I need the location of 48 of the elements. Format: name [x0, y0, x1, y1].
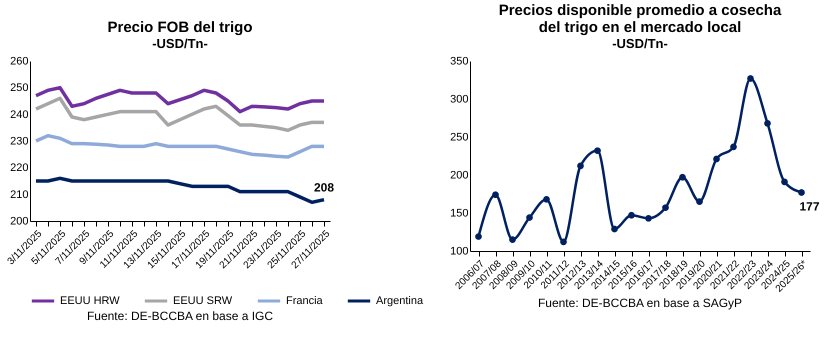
line-series [34, 134, 326, 159]
point [577, 162, 584, 170]
legend-label: Francia [286, 295, 324, 307]
y-tick-label: 220 [10, 162, 28, 174]
source-note: Fuente: DE-BCCBA en base a IGC [86, 309, 274, 323]
y-tick-label: 200 [10, 216, 28, 228]
point [730, 144, 737, 150]
point [560, 238, 567, 246]
point [764, 120, 771, 127]
point [628, 212, 635, 219]
legend-label: EEUU HRW [60, 295, 120, 307]
y-tick-label: 350 [450, 56, 468, 68]
point [781, 178, 788, 186]
data-label: 177 [799, 199, 820, 214]
point [662, 204, 669, 212]
point [611, 226, 618, 232]
chart-title: Precio FOB del trigo [107, 19, 253, 36]
point [645, 214, 652, 222]
y-tick-label: 250 [10, 82, 28, 94]
y-tick-label: 260 [10, 56, 28, 68]
line-series [34, 96, 326, 132]
y-tick-label: 250 [450, 132, 468, 144]
point [713, 156, 720, 162]
y-tick-label: 240 [10, 108, 28, 121]
point [696, 198, 703, 205]
y-tick-label: 150 [450, 208, 468, 220]
legend-label: EEUU SRW [173, 295, 233, 307]
y-tick-label: 200 [450, 170, 468, 182]
point [798, 189, 805, 196]
point [475, 233, 482, 240]
y-tick-label: 230 [10, 136, 28, 148]
chart-subtitle: -USD/Tn- [612, 36, 668, 51]
chart-subtitle: -USD/Tn- [152, 36, 208, 51]
y-tick-label: 100 [450, 246, 468, 258]
point [594, 147, 601, 154]
point [543, 196, 550, 203]
legend-label: Argentina [376, 295, 424, 307]
point [747, 75, 754, 82]
point [679, 174, 686, 181]
point [509, 236, 516, 243]
chart-title: Precios disponible promedio a cosecha del trigo en el mercado local [498, 2, 782, 36]
point [492, 191, 499, 198]
source-note: Fuente: DE-BCCBA en base a SAGyP [538, 296, 742, 310]
data-label: 208 [314, 180, 334, 195]
y-tick-label: 300 [450, 94, 468, 106]
point [526, 214, 533, 221]
y-tick-label: 210 [10, 188, 28, 201]
line-series [34, 86, 326, 114]
